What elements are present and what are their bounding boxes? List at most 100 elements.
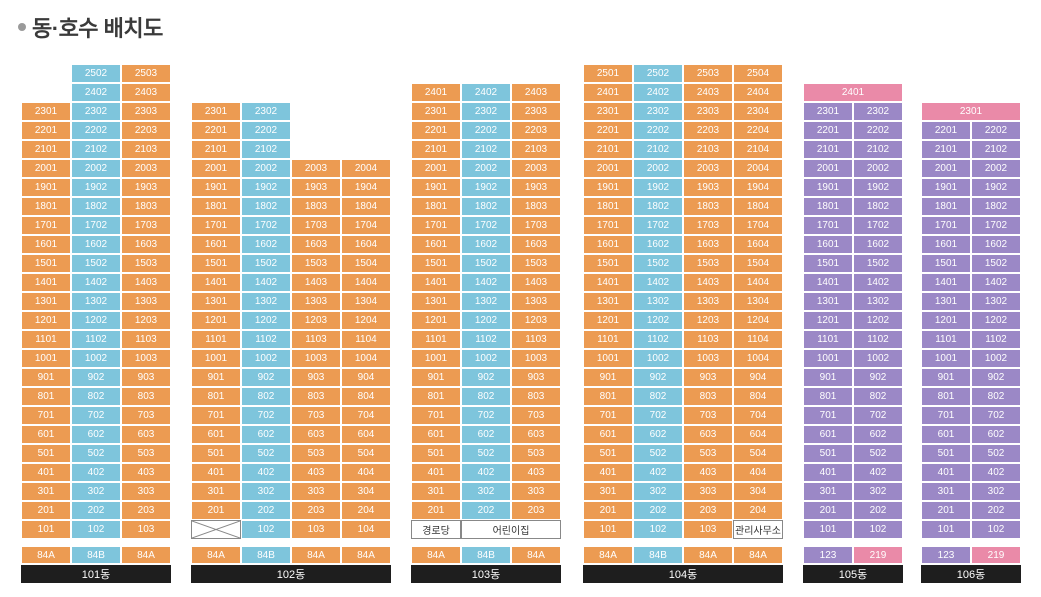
unit-cell: 702 xyxy=(241,406,291,425)
unit-type-label: 84A xyxy=(733,546,783,564)
unit-cell: 501 xyxy=(583,444,633,463)
unit-cell: 1501 xyxy=(411,254,461,273)
unit-cell: 704 xyxy=(341,406,391,425)
unit-cell: 1002 xyxy=(461,349,511,368)
unit-cell: 1101 xyxy=(803,330,853,349)
unit-cell: 703 xyxy=(683,406,733,425)
unit-cell: 1603 xyxy=(511,235,561,254)
unit-cell: 1002 xyxy=(241,349,291,368)
unit-cell: 902 xyxy=(971,368,1021,387)
unit-cell: 603 xyxy=(291,425,341,444)
unit-cell: 1301 xyxy=(411,292,461,311)
facility-cell: 관리사무소 xyxy=(733,520,783,539)
unit-cell: 2002 xyxy=(633,159,683,178)
unit-cell: 1702 xyxy=(461,216,511,235)
unit-cell: 402 xyxy=(853,463,903,482)
unit-cell: 1301 xyxy=(191,292,241,311)
unit-cell: 304 xyxy=(733,482,783,501)
unit-cell: 1504 xyxy=(341,254,391,273)
unit-cell: 301 xyxy=(803,482,853,501)
unit-cell: 1502 xyxy=(71,254,121,273)
unit-cell: 302 xyxy=(71,482,121,501)
unit-cell: 201 xyxy=(921,501,971,520)
unit-cell: 903 xyxy=(683,368,733,387)
unit-cell: 201 xyxy=(191,501,241,520)
unit-cell: 401 xyxy=(583,463,633,482)
unit-cell: 102 xyxy=(971,520,1021,539)
unit-type-label: 84B xyxy=(633,546,683,564)
unit-cell: 602 xyxy=(71,425,121,444)
unit-cell: 2003 xyxy=(291,159,341,178)
unit-cell: 2201 xyxy=(583,121,633,140)
unit-cell: 1202 xyxy=(853,311,903,330)
unit-cell: 2201 xyxy=(191,121,241,140)
unit-cell: 2303 xyxy=(511,102,561,121)
unit-cell: 2102 xyxy=(71,140,121,159)
unit-cell: 1302 xyxy=(241,292,291,311)
unit-cell: 1101 xyxy=(583,330,633,349)
unit-cell: 1601 xyxy=(583,235,633,254)
unit-cell: 2202 xyxy=(241,121,291,140)
unit-cell: 1401 xyxy=(191,273,241,292)
unit-cell: 1303 xyxy=(121,292,171,311)
unit-cell: 1801 xyxy=(921,197,971,216)
unit-cell: 1004 xyxy=(733,349,783,368)
unit-cell: 202 xyxy=(241,501,291,520)
unit-cell: 2104 xyxy=(733,140,783,159)
unit-cell: 2202 xyxy=(853,121,903,140)
unit-cell: 1602 xyxy=(633,235,683,254)
unit-cell: 2001 xyxy=(921,159,971,178)
unit-cell: 1601 xyxy=(191,235,241,254)
unit-cell: 803 xyxy=(121,387,171,406)
unit-cell: 401 xyxy=(921,463,971,482)
unit-cell: 1902 xyxy=(971,178,1021,197)
unit-cell: 503 xyxy=(683,444,733,463)
unit-cell: 2101 xyxy=(921,140,971,159)
unit-cell: 601 xyxy=(191,425,241,444)
unit-cell: 302 xyxy=(633,482,683,501)
unit-cell: 1302 xyxy=(853,292,903,311)
unit-cell: 404 xyxy=(733,463,783,482)
unit-cell: 902 xyxy=(241,368,291,387)
unit-cell: 303 xyxy=(121,482,171,501)
unit-cell: 1801 xyxy=(583,197,633,216)
unit-cell: 1401 xyxy=(921,273,971,292)
unit-cell: 1702 xyxy=(71,216,121,235)
unit-cell: 304 xyxy=(341,482,391,501)
unit-cell: 1202 xyxy=(971,311,1021,330)
unit-cell: 401 xyxy=(191,463,241,482)
unit-cell: 101 xyxy=(803,520,853,539)
unit-type-label: 123 xyxy=(921,546,971,564)
unit-cell: 901 xyxy=(411,368,461,387)
unit-cell: 1802 xyxy=(461,197,511,216)
unit-cell: 402 xyxy=(633,463,683,482)
unit-type-label: 84A xyxy=(683,546,733,564)
unit-cell: 102 xyxy=(71,520,121,539)
unit-cell: 501 xyxy=(921,444,971,463)
unit-cell: 601 xyxy=(921,425,971,444)
unit-cell: 1902 xyxy=(71,178,121,197)
unit-cell: 1101 xyxy=(411,330,461,349)
unit-cell: 2002 xyxy=(241,159,291,178)
unit-cell: 2201 xyxy=(921,121,971,140)
unit-cell: 1903 xyxy=(511,178,561,197)
unit-cell: 1202 xyxy=(461,311,511,330)
unit-cell: 1604 xyxy=(341,235,391,254)
unit-cell: 2403 xyxy=(683,83,733,102)
unit-cell: 1502 xyxy=(971,254,1021,273)
unit-cell: 1703 xyxy=(683,216,733,235)
unit-cell: 1303 xyxy=(683,292,733,311)
unit-cell: 503 xyxy=(121,444,171,463)
unit-cell: 1901 xyxy=(21,178,71,197)
unit-cell: 902 xyxy=(71,368,121,387)
unit-cell: 701 xyxy=(921,406,971,425)
unit-type-label: 84B xyxy=(71,546,121,564)
unit-cell: 1201 xyxy=(191,311,241,330)
unit-cell: 101 xyxy=(21,520,71,539)
unit-cell: 2003 xyxy=(511,159,561,178)
unit-cell: 2302 xyxy=(241,102,291,121)
title-text: 동·호수 배치도 xyxy=(32,16,163,41)
unit-cell: 2402 xyxy=(71,83,121,102)
unit-cell: 903 xyxy=(291,368,341,387)
unit-cell: 203 xyxy=(511,501,561,520)
